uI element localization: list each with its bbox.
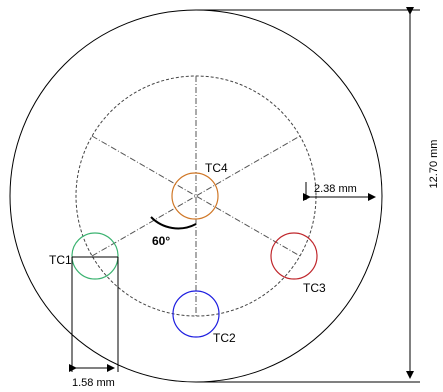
tc3-label: TC3 xyxy=(303,281,326,295)
tc2-circle xyxy=(172,290,220,338)
tc1-circle xyxy=(71,232,119,280)
tc4-circle xyxy=(171,172,219,220)
spoke-diagonal-a xyxy=(91,135,301,257)
angle-arc xyxy=(150,216,197,230)
diameter-label: 12.70 mm xyxy=(428,140,440,189)
hole-diameter-dimension xyxy=(69,256,119,372)
outer-disc xyxy=(9,9,383,383)
angle-label: 60° xyxy=(152,234,170,248)
edge-offset-dimension xyxy=(303,182,376,201)
spoke-diagonal-b xyxy=(91,135,301,257)
spokes xyxy=(91,76,301,316)
tc4-label: TC4 xyxy=(205,161,228,175)
hole-diameter-label: 1.58 mm xyxy=(72,377,115,389)
tc2-label: TC2 xyxy=(213,331,236,345)
edge-offset-label: 2.38 mm xyxy=(314,183,357,195)
diameter-dimension xyxy=(196,7,420,383)
tc3-circle xyxy=(270,232,318,280)
tc1-label: TC1 xyxy=(49,253,72,267)
